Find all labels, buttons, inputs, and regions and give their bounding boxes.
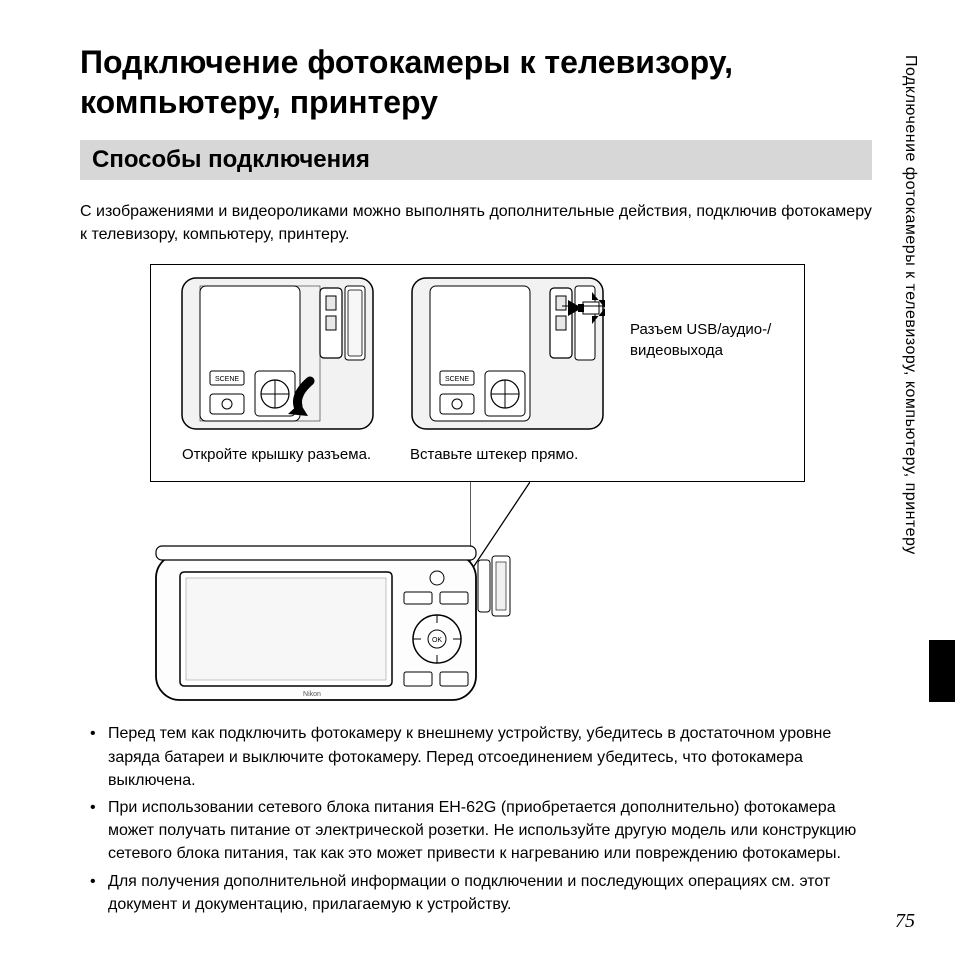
intro-paragraph: С изображениями и видеороликами можно вы…: [80, 200, 872, 246]
svg-text:SCENE: SCENE: [215, 376, 239, 383]
page-number: 75: [895, 910, 915, 933]
note-item: Для получения дополнительной информации …: [80, 870, 872, 916]
section-tab-marker: [929, 640, 955, 702]
diagram-caption-1: Откройте крышку разъема.: [182, 446, 371, 463]
section-heading-band: Способы подключения: [80, 140, 872, 180]
section-heading: Способы подключения: [92, 146, 860, 174]
svg-text:SCENE: SCENE: [445, 376, 469, 383]
camera-detail-open-cover: SCENE: [180, 276, 375, 431]
page-title: Подключение фотокамеры к телевизору, ком…: [80, 42, 872, 122]
side-running-header: Подключение фотокамеры к телевизору, ком…: [901, 55, 919, 630]
notes-list: Перед тем как подключить фотокамеру к вн…: [80, 722, 872, 916]
page-content: Подключение фотокамеры к телевизору, ком…: [80, 42, 872, 916]
note-item: При использовании сетевого блока питания…: [80, 796, 872, 866]
diagram-caption-2: Вставьте штекер прямо.: [410, 446, 578, 463]
manual-page: Подключение фотокамеры к телевизору, ком…: [0, 0, 955, 955]
note-item: Перед тем как подключить фотокамеру к вн…: [80, 722, 872, 792]
camera-illustration: OK Nikon: [152, 544, 522, 704]
diagram-caption-3: Разъем USB/аудио-/видеовыхода: [630, 320, 795, 361]
svg-text:OK: OK: [432, 637, 442, 644]
camera-detail-insert-plug: SCENE: [410, 276, 605, 431]
svg-text:Nikon: Nikon: [303, 691, 321, 698]
connection-diagram: SCENE: [80, 264, 872, 702]
